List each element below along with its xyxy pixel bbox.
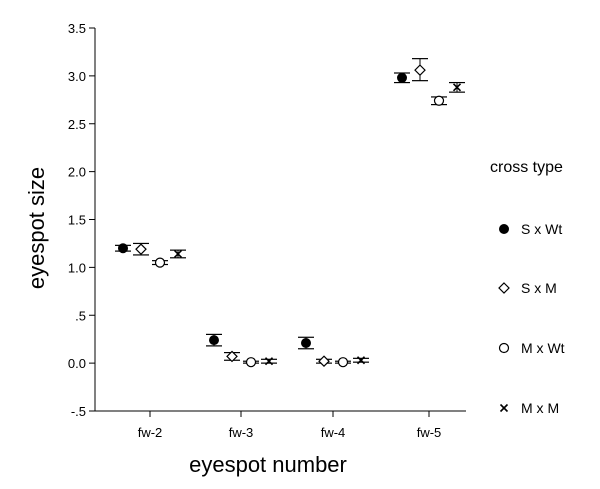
series-m-x-m (170, 81, 465, 366)
y-tick-label: 0.0 (68, 356, 86, 371)
marker-open-circle (498, 342, 510, 354)
marker-x-stroke (173, 249, 183, 259)
legend-item: M x Wt (498, 340, 565, 356)
marker-open-circle (433, 95, 445, 106)
marker-x (452, 83, 462, 92)
legend-item: M x M (499, 400, 559, 416)
y-tick-label: -.5 (71, 404, 86, 419)
marker-x-stroke (452, 83, 462, 92)
series-s-x-wt (115, 72, 410, 350)
legend-title: cross type (490, 159, 563, 176)
marker-filled-circle (499, 224, 509, 234)
y-tick-label: 3.0 (68, 69, 86, 84)
legend-label: S x M (521, 280, 557, 296)
series-s-x-m (133, 58, 428, 368)
marker-filled-circle (397, 72, 407, 83)
y-tick-label: 2.5 (68, 117, 86, 132)
y-tick-label: 1.5 (68, 213, 86, 228)
x-tick-label: fw-4 (321, 425, 346, 440)
marker-open-circle (337, 357, 349, 368)
y-tick-label: 1.0 (68, 260, 86, 275)
marker-diamond (226, 350, 238, 363)
marker-x (356, 356, 366, 365)
marker-x-stroke (499, 403, 509, 413)
marker-open-circle (154, 257, 166, 268)
plot-frame (94, 28, 466, 412)
marker-filled-circle (118, 243, 128, 254)
x-axis-title: eyespot number (189, 452, 347, 477)
y-tick-label: 3.5 (68, 21, 86, 36)
marker-filled-circle (301, 338, 311, 349)
marker-x (264, 357, 274, 366)
x-tick-label: fw-2 (138, 425, 163, 440)
marker-x (173, 249, 183, 259)
marker-diamond (414, 64, 426, 76)
x-axis-ticks: fw-2 fw-3 fw-4 fw-5 (138, 411, 442, 440)
legend-label: S x Wt (521, 221, 562, 237)
marker-open-circle (245, 357, 257, 368)
marker-x-stroke (264, 357, 274, 366)
legend-item: S x M (498, 280, 557, 296)
x-tick-label: fw-3 (229, 425, 254, 440)
y-tick-label: .5 (75, 308, 86, 323)
legend-label: M x M (521, 400, 559, 416)
marker-filled-circle (209, 335, 219, 346)
x-tick-label: fw-5 (417, 425, 442, 440)
series-m-x-wt (152, 95, 447, 368)
legend-label: M x Wt (521, 340, 565, 356)
marker-diamond (498, 282, 510, 294)
y-tick-label: 2.0 (68, 165, 86, 180)
marker-diamond (135, 243, 147, 256)
data-marks (115, 58, 465, 368)
y-axis-title: eyespot size (24, 167, 49, 289)
y-axis-ticks: -.5 0.0 .5 1.0 1.5 2.0 2.5 3.0 3.5 (68, 21, 95, 419)
marker-x-stroke (356, 356, 366, 365)
marker-diamond (318, 355, 330, 368)
marker-x (499, 403, 509, 413)
legend-item: S x Wt (499, 221, 562, 237)
legend: cross type S x Wt S x M M x Wt M x M (490, 159, 565, 416)
